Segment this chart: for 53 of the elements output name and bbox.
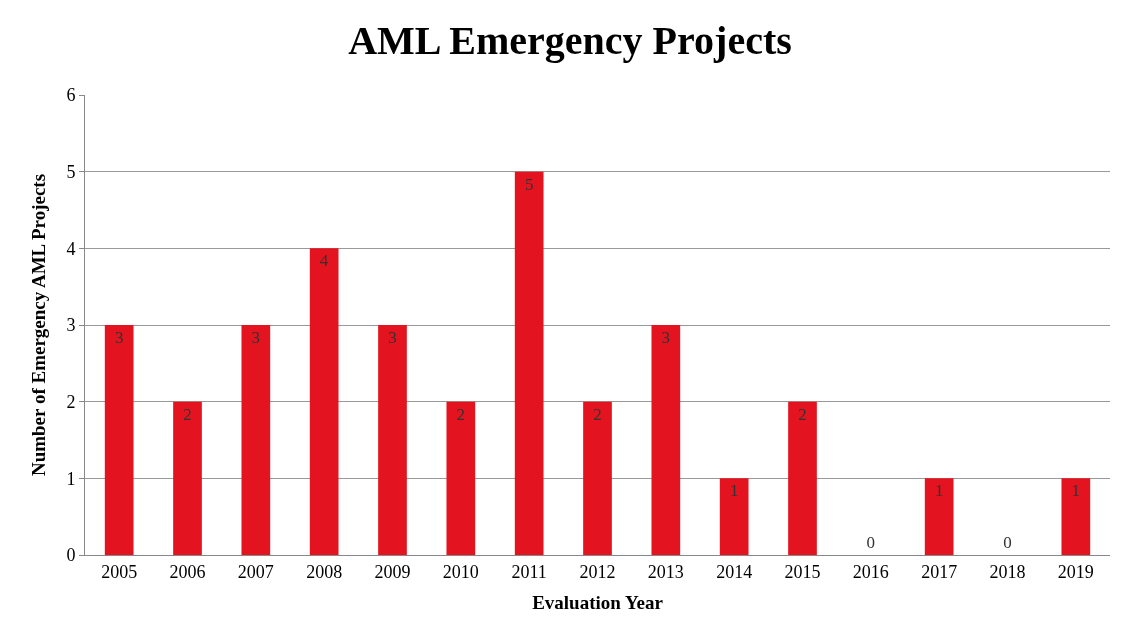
- data-label: 2: [593, 404, 602, 424]
- y-tick-label: 3: [66, 315, 76, 336]
- bar: [924, 478, 954, 555]
- bar: [378, 325, 407, 555]
- bar: [446, 401, 476, 555]
- x-tick-label: 2010: [442, 561, 479, 582]
- data-label: 2: [798, 404, 807, 424]
- x-tick-label: 2015: [784, 561, 821, 582]
- data-label: 3: [661, 328, 671, 347]
- bar: [514, 171, 544, 555]
- data-label: 2: [183, 404, 192, 424]
- x-tick-label: 2007: [237, 561, 274, 582]
- data-label: 4: [319, 251, 329, 271]
- data-label: 1: [1071, 481, 1081, 501]
- x-tick-label: 2005: [101, 561, 138, 582]
- bar: [104, 325, 134, 555]
- y-tick-label: 2: [66, 391, 76, 412]
- data-label: 5: [524, 174, 534, 194]
- bar: [1061, 478, 1091, 555]
- chart-title: AML Emergency Projects: [348, 17, 792, 63]
- data-label: 3: [388, 328, 397, 347]
- x-tick-label: 2016: [852, 561, 889, 582]
- x-axis-title: Evaluation Year: [532, 592, 664, 614]
- x-tick-label: 2012: [579, 561, 616, 582]
- y-axis-title: Number of Emergency AML Projects: [28, 173, 50, 477]
- x-tick-label: 2018: [989, 561, 1026, 582]
- bar: [173, 401, 202, 555]
- x-tick-label: 2009: [374, 561, 411, 582]
- x-tick-label: 2006: [169, 561, 206, 582]
- y-tick-label: 0: [66, 545, 76, 566]
- data-label: 0: [866, 533, 876, 552]
- bar: [241, 325, 271, 555]
- data-label: 3: [251, 328, 261, 347]
- data-label: 2: [456, 404, 466, 424]
- x-tick-label: 2014: [716, 561, 753, 582]
- data-label: 1: [934, 481, 944, 501]
- x-tick-label: 2011: [511, 561, 547, 582]
- x-tick-label: 2008: [306, 561, 343, 582]
- x-tick-label: 2017: [921, 561, 958, 582]
- y-tick-label: 1: [66, 468, 76, 489]
- x-tick-label: 2019: [1057, 561, 1094, 582]
- bar: [583, 401, 612, 555]
- data-label: 3: [114, 328, 124, 347]
- y-tick-label: 4: [66, 238, 76, 259]
- y-tick-label: 6: [66, 85, 76, 106]
- bar: [309, 248, 339, 555]
- x-tick-label: 2013: [647, 561, 684, 582]
- bar: [719, 478, 749, 555]
- bar: [788, 401, 817, 555]
- y-tick-label: 5: [66, 161, 76, 182]
- data-label: 1: [729, 481, 739, 501]
- bar: [651, 325, 681, 555]
- data-label: 0: [1003, 533, 1012, 552]
